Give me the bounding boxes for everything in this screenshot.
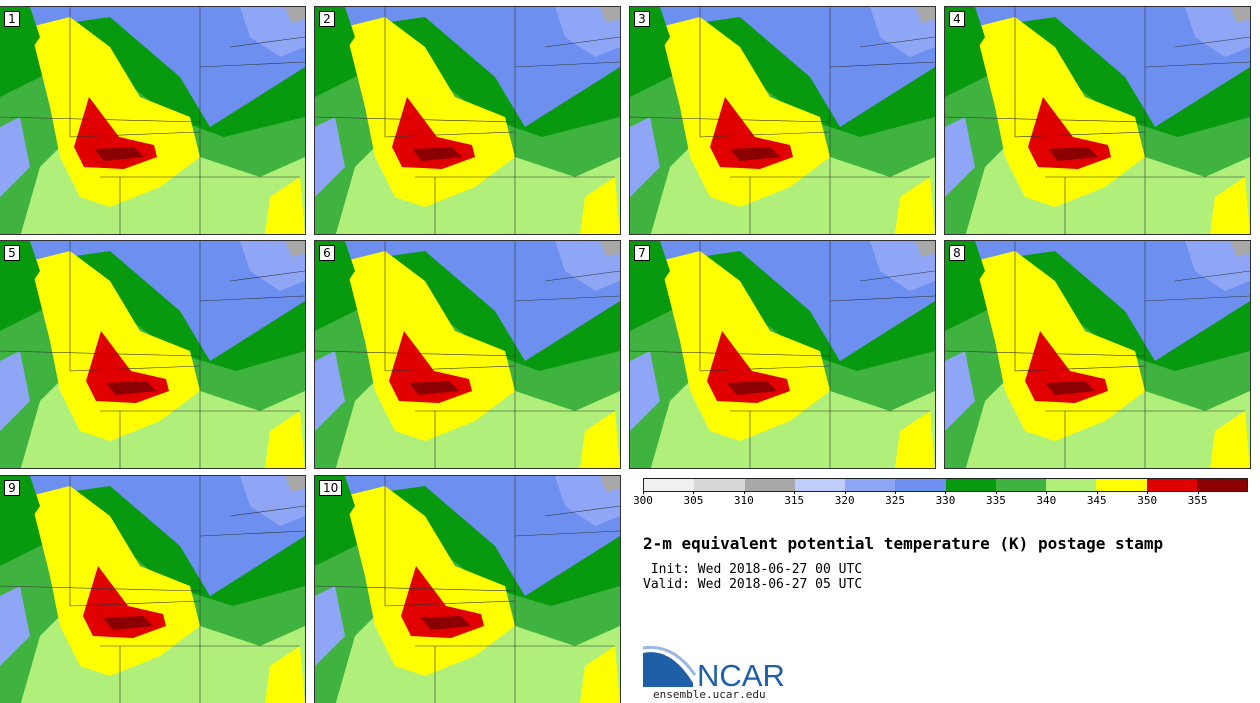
colorbar-tick-label: 355 bbox=[1187, 491, 1208, 507]
stamp-panel: 3 bbox=[629, 6, 936, 235]
colorbar-segment bbox=[945, 479, 996, 491]
colorbar-tick-label: 305 bbox=[683, 491, 704, 507]
map-field bbox=[315, 7, 620, 234]
map-field bbox=[0, 7, 305, 234]
init-time: Init: Wed 2018-06-27 00 UTC bbox=[643, 562, 863, 577]
map-field bbox=[945, 7, 1250, 234]
stamp-panel: 10 bbox=[314, 475, 621, 703]
colorbar-tick-label: 330 bbox=[935, 491, 956, 507]
panel-number: 2 bbox=[319, 11, 335, 27]
colorbar-segment bbox=[744, 479, 795, 491]
colorbar bbox=[643, 478, 1248, 492]
colorbar-segment bbox=[1096, 479, 1147, 491]
stamp-panel: 2 bbox=[314, 6, 621, 235]
panel-number: 7 bbox=[634, 245, 650, 261]
colorbar-tick-label: 310 bbox=[733, 491, 754, 507]
map-field bbox=[0, 476, 305, 703]
ncar-logo: NCAR bbox=[643, 645, 785, 690]
stamp-panel: 5 bbox=[0, 240, 306, 469]
colorbar-tick-label: 320 bbox=[834, 491, 855, 507]
map-field bbox=[945, 241, 1250, 468]
valid-time: Valid: Wed 2018-06-27 05 UTC bbox=[643, 577, 863, 592]
stamp-panel: 4 bbox=[944, 6, 1251, 235]
colorbar-ticks: 300 305 310 315 320 325 330 335 340 345 350 355 bbox=[633, 491, 1248, 514]
map-field bbox=[315, 476, 620, 703]
colorbar-segment bbox=[694, 479, 745, 491]
panel-number: 1 bbox=[4, 11, 20, 27]
colorbar-segment bbox=[794, 479, 845, 491]
colorbar-segment bbox=[1146, 479, 1197, 491]
colorbar-tick-label: 325 bbox=[885, 491, 906, 507]
stamp-panel: 6 bbox=[314, 240, 621, 469]
colorbar-tick-label: 345 bbox=[1086, 491, 1107, 507]
colorbar-segment bbox=[845, 479, 896, 491]
map-field bbox=[630, 7, 935, 234]
map-field bbox=[630, 241, 935, 468]
stamp-panel: 7 bbox=[629, 240, 936, 469]
colorbar-segment bbox=[1046, 479, 1097, 491]
stamp-panel: 9 bbox=[0, 475, 306, 703]
colorbar-segment bbox=[1196, 479, 1247, 491]
stamp-panel: 8 bbox=[944, 240, 1251, 469]
map-field bbox=[315, 241, 620, 468]
panel-number: 4 bbox=[949, 11, 965, 27]
panel-number: 5 bbox=[4, 245, 20, 261]
logo-text: NCAR bbox=[697, 658, 785, 690]
panel-number: 3 bbox=[634, 11, 650, 27]
colorbar-tick-label: 340 bbox=[1036, 491, 1057, 507]
colorbar-segment bbox=[644, 479, 695, 491]
panel-number: 9 bbox=[4, 480, 20, 496]
panel-number: 10 bbox=[319, 480, 343, 496]
stamp-panel: 1 bbox=[0, 6, 306, 235]
panel-number: 8 bbox=[949, 245, 965, 261]
colorbar-tick-label: 300 bbox=[633, 491, 653, 507]
colorbar-segment bbox=[995, 479, 1046, 491]
site-url: ensemble.ucar.edu bbox=[653, 688, 766, 701]
colorbar-tick-label: 350 bbox=[1137, 491, 1158, 507]
map-field bbox=[0, 241, 305, 468]
colorbar-tick-label: 315 bbox=[784, 491, 805, 507]
panel-number: 6 bbox=[319, 245, 335, 261]
chart-title: 2-m equivalent potential temperature (K)… bbox=[643, 534, 1164, 553]
colorbar-tick-label: 335 bbox=[985, 491, 1006, 507]
colorbar-segment bbox=[895, 479, 946, 491]
